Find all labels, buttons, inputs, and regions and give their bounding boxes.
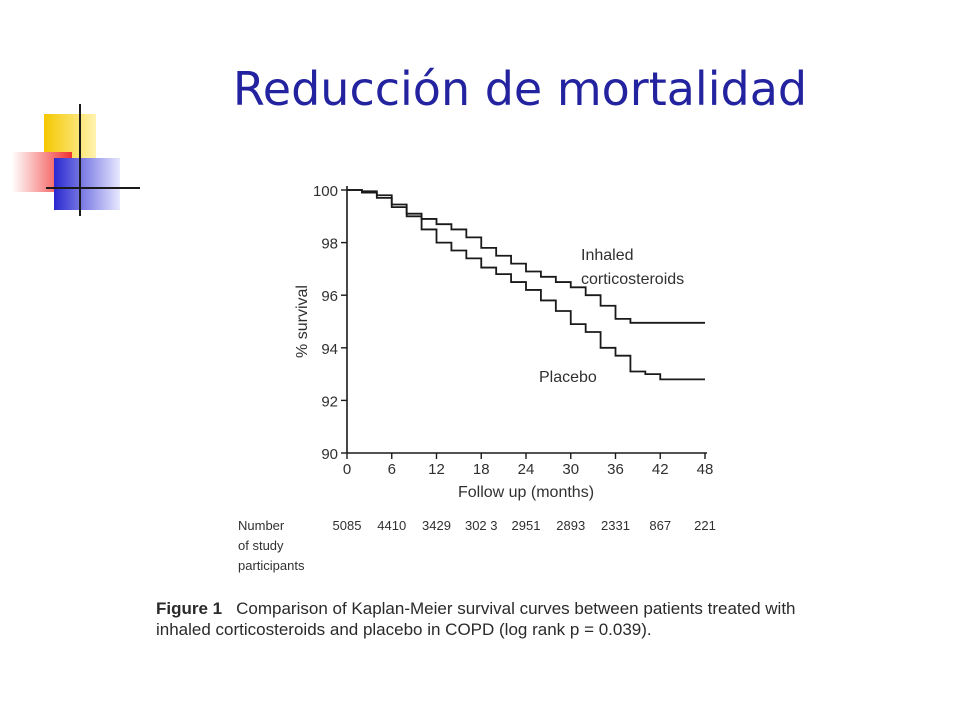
series-label-inhaled-corticosteroids: Inhaled [581, 247, 634, 264]
x-tick-label: 0 [343, 461, 351, 478]
number-at-risk-value: 2951 [512, 518, 541, 533]
series-line-placebo [347, 189, 705, 381]
series-label-inhaled-corticosteroids: corticosteroids [581, 271, 684, 288]
number-at-risk-value: 2893 [556, 518, 585, 533]
decorative-logo [12, 104, 140, 216]
x-axis-title: Follow up (months) [458, 484, 594, 501]
number-at-risk-label: participants [238, 558, 305, 573]
y-tick-label: 96 [321, 288, 338, 305]
x-tick-label: 36 [607, 461, 624, 478]
number-at-risk-label: of study [238, 538, 284, 553]
number-at-risk-value: 302 3 [465, 518, 498, 533]
caption-text: Comparison of Kaplan-Meier survival curv… [156, 599, 796, 639]
y-tick-label: 90 [321, 446, 338, 463]
number-at-risk-value: 221 [694, 518, 716, 533]
logo-blue-square [54, 158, 120, 210]
x-tick-label: 12 [428, 461, 445, 478]
number-at-risk-value: 867 [649, 518, 671, 533]
y-tick-label: 94 [321, 341, 338, 358]
number-at-risk-value: 4410 [377, 518, 406, 533]
number-at-risk-value: 5085 [333, 518, 362, 533]
y-tick-label: 92 [321, 393, 338, 410]
y-axis-title: % survival [294, 285, 311, 358]
series-line-inhaled-corticosteroids [347, 189, 705, 324]
x-tick-label: 48 [697, 461, 714, 478]
x-tick-label: 18 [473, 461, 490, 478]
figure-caption: Figure 1 Comparison of Kaplan-Meier survi… [156, 598, 816, 640]
x-tick-label: 42 [652, 461, 669, 478]
number-at-risk-value: 2331 [601, 518, 630, 533]
survival-chart: 90 92 94 96 98 100 0 6 12 18 24 30 36 42 48 Follow up (… [238, 183, 716, 573]
figure-label: Figure 1 [156, 599, 223, 618]
number-at-risk-value: 3429 [422, 518, 451, 533]
slide-title: Reducción de mortalidad [232, 62, 808, 116]
series-label-placebo: Placebo [539, 369, 597, 386]
y-tick-label: 98 [321, 236, 338, 253]
x-tick-label: 24 [518, 461, 535, 478]
x-tick-label: 30 [562, 461, 579, 478]
y-tick-label: 100 [313, 183, 338, 200]
number-at-risk-label: Number [238, 518, 285, 533]
x-tick-label: 6 [388, 461, 396, 478]
